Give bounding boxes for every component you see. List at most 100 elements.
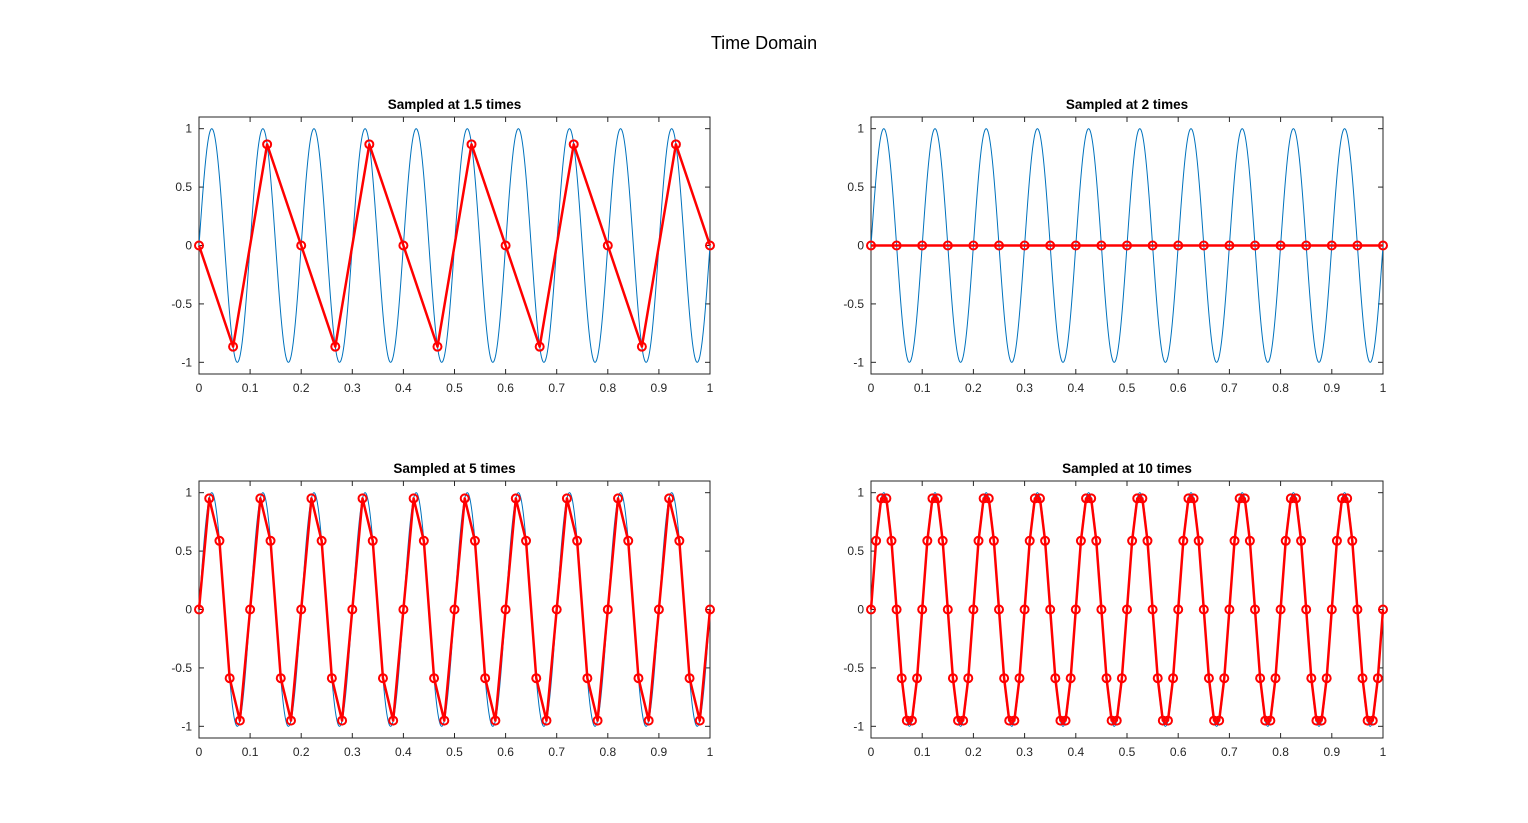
sample-point [694, 715, 705, 726]
sample-point [531, 673, 542, 684]
sample-point [978, 493, 989, 504]
x-tick-label: 0.4 [1067, 745, 1084, 759]
y-tick-label: -1 [853, 719, 864, 733]
sample-point [705, 604, 715, 615]
sample-point [1111, 715, 1122, 726]
sample-point [937, 535, 948, 546]
sample-point [285, 715, 296, 726]
sample-point [490, 715, 501, 726]
sample-point [1065, 673, 1076, 684]
sample-point [1331, 535, 1342, 546]
sample-point [1296, 535, 1307, 546]
sample-point [255, 493, 266, 504]
sample-point [1045, 604, 1056, 615]
sample-point [876, 493, 887, 504]
sample-point [1270, 673, 1281, 684]
sample-point [1116, 673, 1127, 684]
sample-point [326, 673, 337, 684]
subplot-10-times: 0 0.1 0.2 0.3 0.4 0.5 0.6 0.7 0.8 0.9 1 1 0.5 0 -0.5 -1… [843, 461, 1388, 759]
sample-point [942, 604, 953, 615]
sample-point [561, 493, 572, 504]
y-tick-label: 1 [185, 122, 192, 136]
sample-point [1014, 673, 1025, 684]
sample-point [534, 341, 545, 352]
sample-point [1004, 715, 1015, 726]
subplot-1-5-times: 0 0.1 0.2 0.3 0.4 0.5 0.6 0.7 0.8 0.9 1 1 0.5 0 -0.5 -1… [171, 97, 715, 395]
y-tick-label: -0.5 [843, 297, 864, 311]
sample-point [330, 341, 341, 352]
sample-point [1285, 493, 1296, 504]
x-tick-label: 0.5 [1119, 745, 1136, 759]
y-tick-label: -1 [181, 355, 192, 369]
sample-point [633, 673, 644, 684]
x-tick-label: 0.4 [1067, 381, 1084, 395]
sample-point [932, 493, 943, 504]
sample-point [917, 240, 928, 251]
sample-point [917, 604, 928, 615]
sample-point [1306, 673, 1317, 684]
sample-point [1352, 240, 1363, 251]
sample-point [1183, 493, 1194, 504]
sample-point [1219, 673, 1230, 684]
x-tick-label: 0.7 [548, 381, 565, 395]
y-tick-label: -1 [181, 719, 192, 733]
x-tick-label: 0.7 [548, 745, 565, 759]
sample-point [886, 535, 897, 546]
sampled-signal-line [197, 143, 712, 348]
sample-point [1275, 240, 1286, 251]
x-tick-label: 0.8 [599, 745, 616, 759]
sample-point [1362, 715, 1373, 726]
sampled-signal-line [197, 497, 712, 722]
sample-point [866, 604, 876, 615]
sample-point [999, 673, 1010, 684]
sample-point [469, 535, 480, 546]
sample-point [1250, 240, 1260, 251]
sample-point [194, 240, 204, 251]
x-tick-label: 0.2 [965, 745, 982, 759]
x-tick-label: 0.5 [446, 745, 463, 759]
sample-point [1019, 240, 1030, 251]
sample-point [1147, 240, 1158, 251]
y-tick-label: 0 [857, 603, 864, 617]
y-tick-label: -1 [853, 355, 864, 369]
sample-point [1147, 604, 1158, 615]
x-tick-label: 0.1 [242, 745, 259, 759]
sample-point [1321, 673, 1332, 684]
x-tick-label: 0.9 [1323, 745, 1340, 759]
sample-point [871, 535, 882, 546]
sample-point [262, 139, 273, 150]
sample-point [466, 139, 477, 150]
y-tick-label: 1 [857, 486, 864, 500]
sample-point [429, 673, 440, 684]
subplot-5-times: 0 0.1 0.2 0.3 0.4 0.5 0.6 0.7 0.8 0.9 1 1 0.5 0 -0.5 -1… [171, 461, 715, 759]
sample-point [245, 604, 256, 615]
sample-point [1122, 604, 1132, 615]
sample-point [1081, 493, 1092, 504]
sample-point [1255, 673, 1266, 684]
sample-point [988, 535, 999, 546]
sample-point [459, 493, 470, 504]
sample-point [906, 715, 917, 726]
sample-point [881, 493, 892, 504]
subplot-title: Sampled at 5 times [393, 461, 515, 476]
sample-point [670, 139, 681, 150]
x-tick-label: 0.3 [344, 745, 361, 759]
sample-point [194, 604, 204, 615]
sample-point [357, 493, 368, 504]
sample-point [994, 240, 1004, 251]
sample-point [377, 673, 388, 684]
sample-point [1326, 604, 1337, 615]
sample-point [1275, 604, 1286, 615]
x-tick-label: 0.8 [599, 381, 616, 395]
x-tick-label: 0.9 [651, 381, 668, 395]
x-tick-label: 0.6 [497, 745, 514, 759]
sample-point [1070, 240, 1081, 251]
sample-point [664, 493, 675, 504]
sample-point [228, 341, 239, 352]
sample-point [432, 341, 443, 352]
sample-point [602, 240, 613, 251]
sample-point [953, 715, 964, 726]
x-tick-label: 0.3 [1016, 381, 1033, 395]
sample-point [1045, 240, 1056, 251]
